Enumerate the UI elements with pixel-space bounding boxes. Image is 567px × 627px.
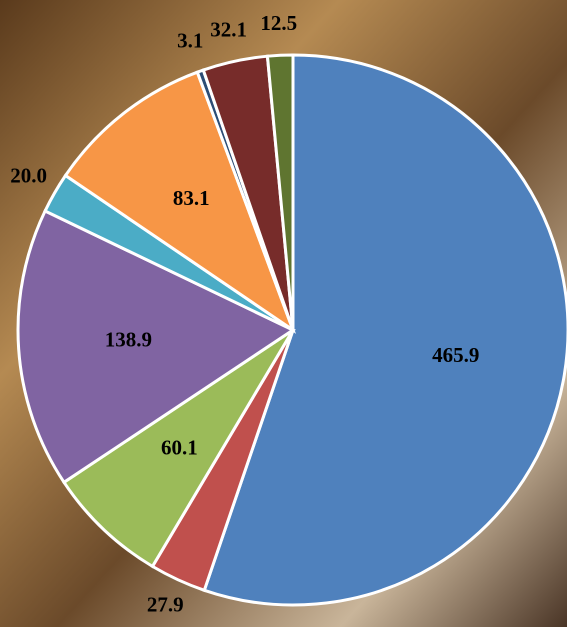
- page: 465.927.960.1138.920.083.13.132.112.5 ((…: [0, 0, 567, 627]
- data-label: 60.1: [161, 435, 198, 459]
- data-label: 12.5: [260, 11, 297, 35]
- data-label: 138.9: [105, 327, 152, 351]
- data-label: 32.1: [210, 18, 247, 42]
- data-label: 465.9: [432, 343, 479, 367]
- data-label: 3.1: [177, 29, 203, 53]
- chart: 465.9 27.9 60.1 138.9 20.0 83.1 3.1 32.1 12.5: [0, 0, 567, 627]
- data-label: 27.9: [147, 593, 184, 617]
- data-label: 83.1: [173, 186, 210, 210]
- data-label: 20.0: [10, 164, 47, 188]
